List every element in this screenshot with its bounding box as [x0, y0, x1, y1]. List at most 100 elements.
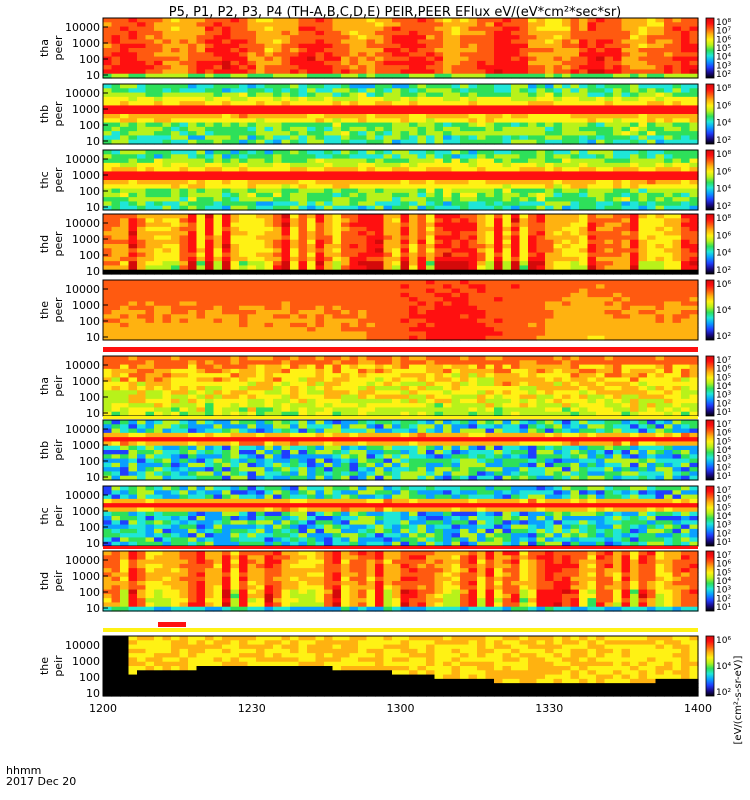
heatmap-cell [230, 205, 240, 211]
heatmap-cell [366, 126, 376, 132]
heatmap-cell [409, 150, 419, 155]
heatmap-cell [264, 197, 274, 203]
heatmap-cell [511, 331, 521, 337]
heatmap-cell [443, 192, 453, 198]
heatmap-cell [264, 56, 274, 62]
heatmap-cell [188, 335, 198, 341]
heatmap-cell [460, 43, 470, 49]
heatmap-cell [545, 96, 555, 102]
heatmap-cell [613, 105, 623, 111]
heatmap-cell [511, 162, 521, 168]
heatmap-cell [154, 122, 164, 128]
heatmap-cell [426, 167, 436, 173]
heatmap-cell [332, 239, 342, 245]
heatmap-cell [154, 214, 164, 219]
heatmap-cell [358, 327, 368, 333]
heatmap-cell [681, 205, 691, 211]
heatmap-cell [570, 314, 580, 320]
heatmap-cell [511, 322, 521, 328]
heatmap-cell [570, 239, 580, 245]
heatmap-cell [638, 235, 648, 241]
heatmap-cell [545, 92, 555, 98]
heatmap-cell [485, 239, 495, 245]
heatmap-cell [579, 69, 589, 75]
heatmap-cell [332, 235, 342, 241]
heatmap-cell [519, 92, 529, 98]
heatmap-cell [332, 201, 342, 207]
heatmap-cell [689, 244, 699, 249]
heatmap-cell [681, 35, 691, 41]
heatmap-cell [162, 126, 172, 132]
heatmap-cell [188, 239, 198, 245]
heatmap-cell [392, 73, 402, 79]
heatmap-cell [349, 244, 359, 249]
heatmap-cell [443, 18, 453, 23]
heatmap-cell [247, 122, 257, 128]
heatmap-cell [188, 256, 198, 262]
heatmap-cell [647, 109, 657, 115]
heatmap-cell [349, 239, 359, 245]
heatmap-cell [358, 331, 368, 337]
heatmap-cell [145, 261, 155, 267]
panel-species-label: peer [52, 35, 65, 61]
heatmap-cell [145, 167, 155, 173]
heatmap-cell [621, 48, 631, 53]
heatmap-cell [366, 84, 376, 89]
heatmap-cell [179, 301, 189, 307]
heatmap-cell [579, 101, 589, 107]
heatmap-cell [579, 261, 589, 267]
heatmap-cell [188, 205, 198, 211]
heatmap-cell [460, 180, 470, 185]
y-tick-label: 100 [79, 315, 100, 328]
heatmap-cell [358, 231, 368, 237]
heatmap-cell [477, 96, 487, 102]
heatmap-cell [672, 201, 682, 207]
heatmap-cell [341, 60, 351, 66]
heatmap-cell [443, 88, 453, 94]
heatmap-cell [315, 162, 325, 168]
heatmap-cell [511, 192, 521, 198]
heatmap-cell [383, 114, 393, 119]
heatmap-cell [553, 231, 563, 237]
heatmap-cell [273, 88, 283, 94]
colorbar-tick-label: 10⁶ [716, 280, 731, 290]
heatmap-cell [638, 265, 648, 271]
heatmap-cell [188, 175, 198, 181]
heatmap-cell [570, 39, 580, 45]
heatmap-cell [324, 69, 334, 75]
heatmap-cell [596, 180, 606, 185]
heatmap-cell [120, 43, 130, 49]
heatmap-cell [596, 52, 606, 58]
heatmap-cell [375, 180, 385, 185]
heatmap-cell [239, 135, 249, 141]
heatmap-cell [630, 222, 640, 228]
heatmap-cell [426, 73, 436, 79]
heatmap-cell [596, 214, 606, 219]
heatmap-cell [596, 305, 606, 311]
heatmap-cell [332, 197, 342, 203]
heatmap-cell [188, 154, 198, 160]
heatmap-cell [536, 139, 546, 145]
heatmap-cell [596, 327, 606, 333]
heatmap-cell [426, 197, 436, 203]
heatmap-cell [290, 327, 300, 333]
heatmap-cell [315, 131, 325, 137]
heatmap-cell [468, 73, 478, 79]
heatmap-cell [528, 60, 538, 66]
heatmap-cell [358, 310, 368, 315]
heatmap-cell [205, 88, 215, 94]
heatmap-cell [587, 88, 597, 94]
heatmap-cell [205, 214, 215, 219]
heatmap-cell [587, 252, 597, 258]
heatmap-cell [239, 150, 249, 155]
heatmap-cell [664, 239, 674, 245]
heatmap-cell [239, 218, 249, 224]
heatmap-cell [502, 139, 512, 145]
heatmap-cell [417, 184, 427, 190]
heatmap-cell [375, 26, 385, 32]
heatmap-cell [400, 188, 410, 194]
heatmap-cell [664, 226, 674, 232]
heatmap-cell [621, 335, 631, 341]
heatmap-cell [468, 109, 478, 115]
heatmap-cell [587, 122, 597, 128]
